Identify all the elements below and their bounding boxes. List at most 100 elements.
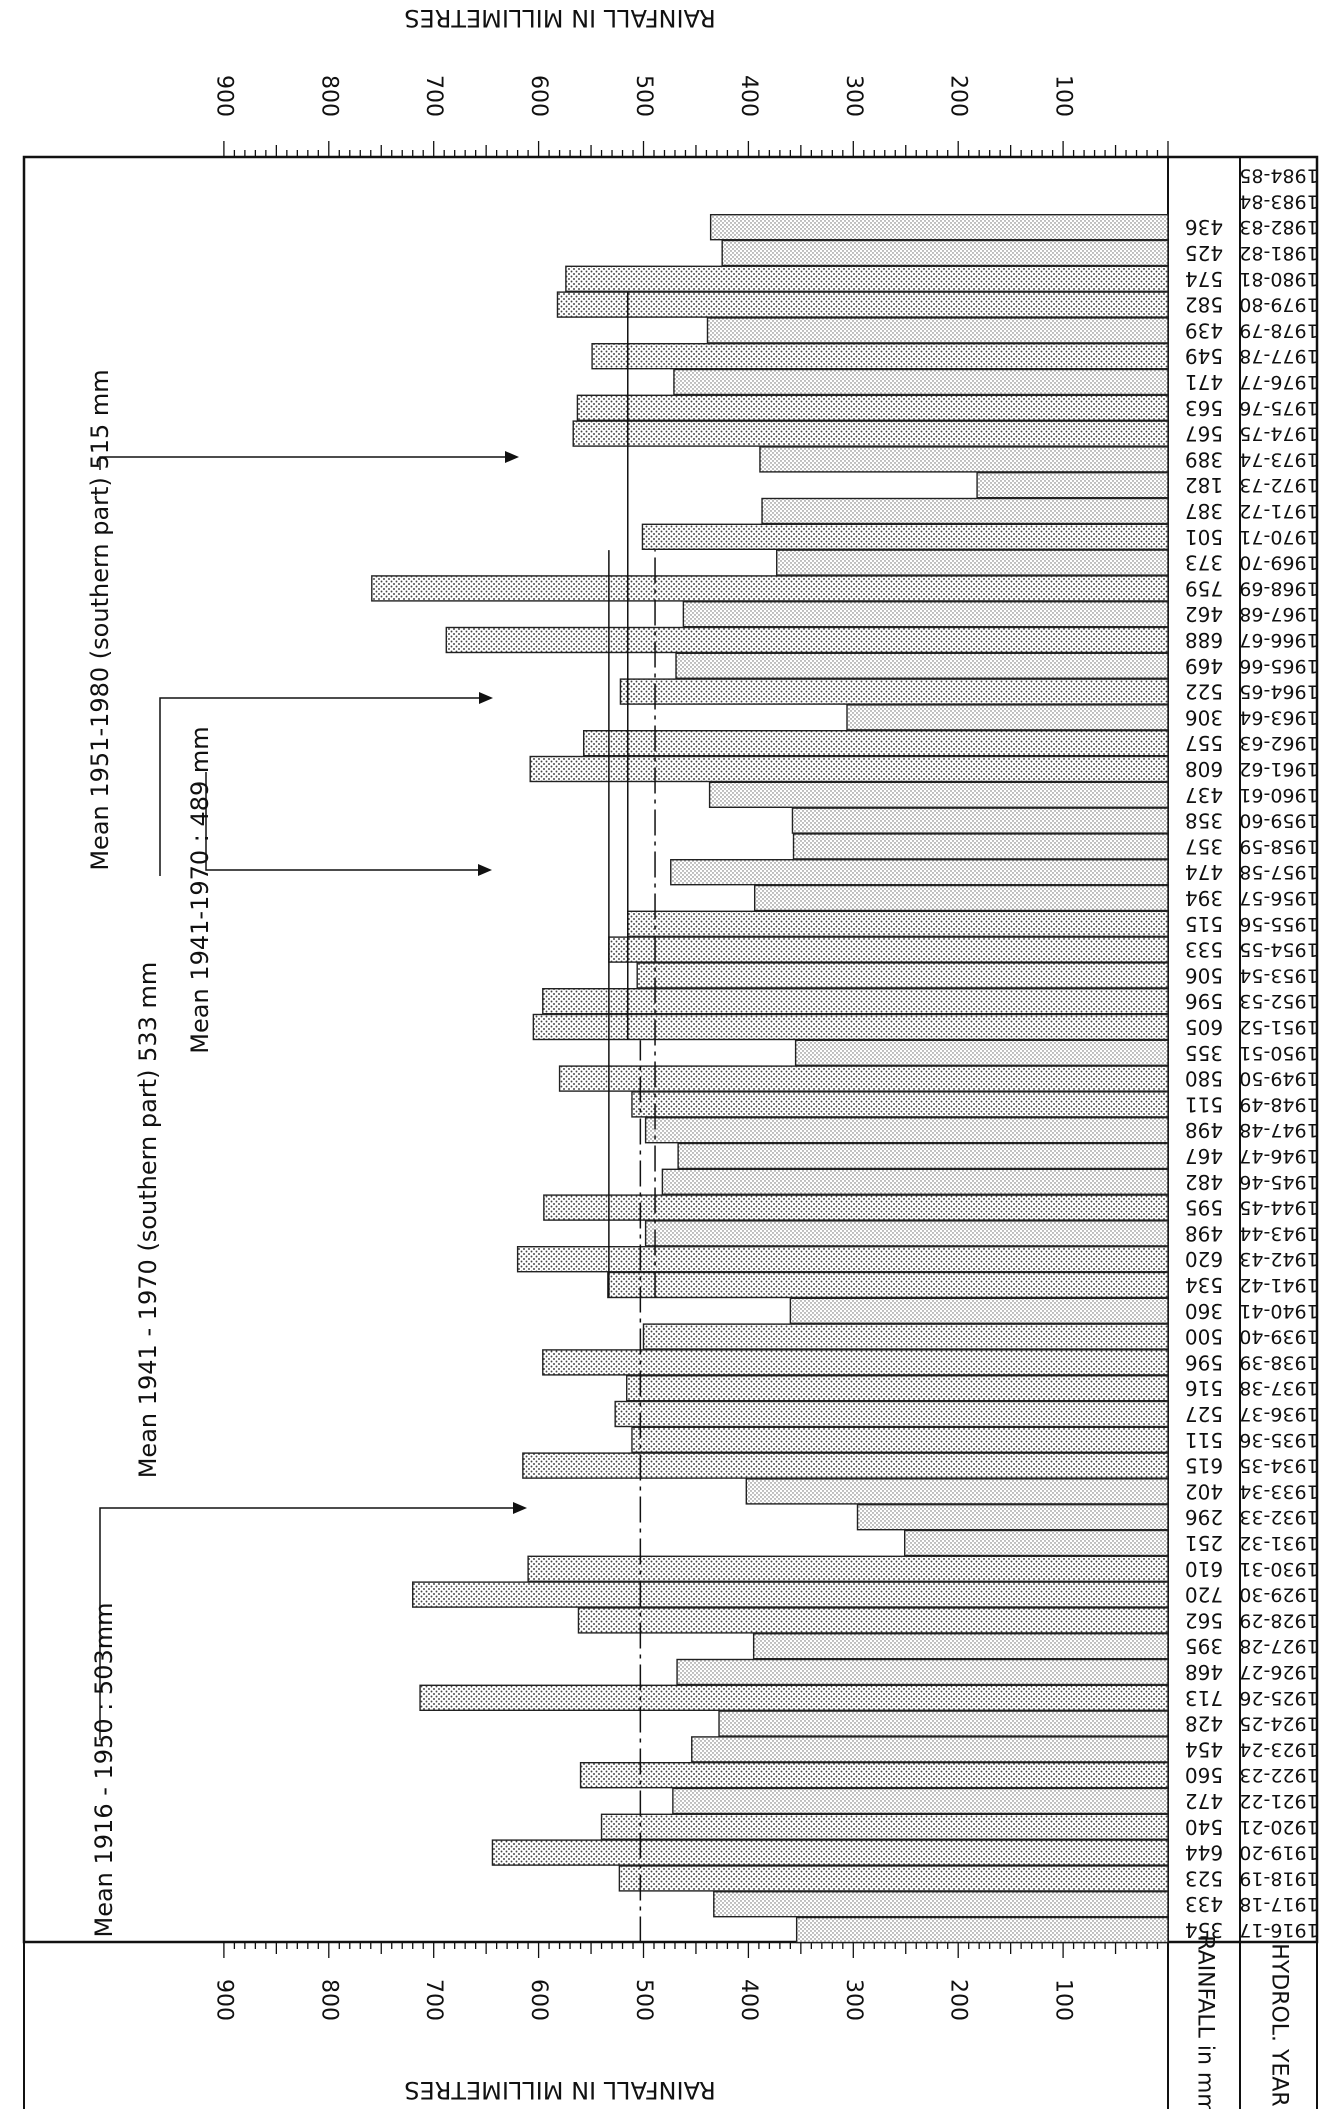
mean-leader-2: [205, 772, 484, 871]
bar-1977-78: [591, 343, 1169, 370]
bar-1943-44: [644, 1220, 1169, 1247]
value-label-1938-39: 596: [1185, 1350, 1223, 1374]
bar-1981-82: [721, 239, 1169, 267]
bar-1958-59: [792, 833, 1169, 860]
value-label-1921-22: 472: [1185, 1789, 1223, 1813]
year-label-1937-38: 1937-38: [1239, 1377, 1318, 1399]
bar-1965-66: [675, 652, 1169, 679]
tick-label-top: 700: [421, 75, 446, 117]
year-label-1962-63: 1962-63: [1239, 732, 1318, 754]
bar-1956-57: [753, 884, 1169, 912]
year-label-1948-49: 1948-49: [1239, 1093, 1318, 1115]
year-label-1974-75: 1974-75: [1239, 423, 1318, 445]
mean-label-0: Mean 1916 - 1950 : 503mm: [90, 1602, 118, 1937]
mean-leader-1: [159, 697, 484, 876]
bar-1971-72: [761, 497, 1169, 525]
bar-1964-65: [619, 678, 1169, 705]
bar-1938-39: [542, 1349, 1169, 1376]
mean-label-3: Mean 1951-1980 (southern part) 515 mm: [86, 369, 114, 870]
year-label-1921-22: 1921-22: [1239, 1790, 1318, 1812]
year-label-1953-54: 1953-54: [1239, 964, 1318, 986]
value-label-1975-76: 563: [1185, 396, 1223, 420]
value-label-1971-72: 387: [1185, 499, 1223, 523]
value-label-1976-77: 471: [1185, 370, 1223, 394]
bar-1982-83: [709, 213, 1169, 241]
bar-1968-69: [371, 575, 1169, 602]
year-label-1919-20: 1919-20: [1239, 1842, 1318, 1864]
year-label-1965-66: 1965-66: [1239, 655, 1318, 677]
value-label-1958-59: 357: [1185, 834, 1223, 858]
year-label-1923-24: 1923-24: [1239, 1738, 1318, 1760]
value-label-1959-60: 358: [1185, 809, 1223, 833]
tick-label-top: 500: [631, 75, 656, 117]
bar-1919-20: [491, 1839, 1169, 1866]
bar-1963-64: [846, 704, 1169, 731]
value-label-1930-31: 610: [1185, 1557, 1223, 1581]
year-label-1949-50: 1949-50: [1239, 1068, 1318, 1090]
bar-1917-18: [713, 1890, 1169, 1918]
bar-1960-61: [708, 781, 1169, 808]
bar-1953-54: [636, 962, 1169, 989]
tick-label-top: 300: [841, 75, 866, 117]
value-label-1964-65: 522: [1185, 680, 1223, 704]
bar-1929-30: [412, 1581, 1169, 1608]
year-label-1954-55: 1954-55: [1239, 939, 1318, 961]
year-label-1978-79: 1978-79: [1239, 319, 1318, 341]
year-label-1931-32: 1931-32: [1239, 1532, 1318, 1554]
year-label-1979-80: 1979-80: [1239, 294, 1318, 316]
tick-label-top: 200: [946, 75, 971, 117]
year-label-1943-44: 1943-44: [1239, 1222, 1318, 1244]
value-label-1916-17: 354: [1185, 1918, 1223, 1942]
value-label-1937-38: 516: [1185, 1376, 1223, 1400]
value-label-1979-80: 582: [1185, 293, 1223, 317]
tick-label-bottom: 700: [421, 1979, 446, 2021]
bar-1976-77: [673, 368, 1169, 396]
value-label-1960-61: 437: [1185, 783, 1223, 807]
bar-1924-25: [718, 1710, 1169, 1737]
value-label-1969-70: 373: [1185, 551, 1223, 575]
mean-arrowhead-0: [513, 1502, 527, 1514]
value-label-1924-25: 428: [1185, 1712, 1223, 1736]
year-label-1944-45: 1944-45: [1239, 1197, 1318, 1219]
year-label-1920-21: 1920-21: [1239, 1816, 1318, 1838]
year-label-1938-39: 1938-39: [1239, 1351, 1318, 1373]
bar-1959-60: [791, 807, 1169, 834]
value-label-1936-37: 527: [1185, 1402, 1223, 1426]
year-label-1933-34: 1933-34: [1239, 1480, 1318, 1502]
tick-label-top: 800: [316, 75, 341, 117]
value-label-1961-62: 608: [1185, 757, 1223, 781]
value-label-1920-21: 540: [1185, 1815, 1223, 1839]
bar-1980-81: [565, 265, 1169, 292]
bar-1944-45: [543, 1194, 1169, 1221]
mean-arrowhead-1: [479, 692, 493, 704]
value-label-1940-41: 360: [1185, 1299, 1223, 1323]
bar-1934-35: [522, 1452, 1169, 1479]
bar-1978-79: [706, 317, 1169, 344]
year-label-1957-58: 1957-58: [1239, 861, 1318, 883]
year-label-1958-59: 1958-59: [1239, 835, 1318, 857]
value-label-1935-36: 511: [1185, 1428, 1223, 1452]
x-axis-title-bottom: RAINFALL IN MILLIMETRES: [404, 2076, 715, 2104]
plot-frame: [22, 155, 1319, 1944]
year-label-1929-30: 1929-30: [1239, 1584, 1318, 1606]
value-label-1939-40: 500: [1185, 1325, 1223, 1349]
value-label-1951-52: 605: [1185, 1015, 1223, 1039]
value-label-1931-32: 251: [1185, 1531, 1223, 1555]
year-label-1984-85: 1984-85: [1239, 165, 1318, 187]
year-label-1917-18: 1917-18: [1239, 1893, 1318, 1915]
bar-1954-55: [608, 936, 1169, 963]
bar-1930-31: [527, 1555, 1169, 1583]
bar-1972-73: [976, 472, 1169, 499]
value-label-1926-27: 468: [1185, 1660, 1223, 1684]
header-year: HYDROL. YEAR: [1267, 1943, 1292, 2106]
year-label-1966-67: 1966-67: [1239, 629, 1318, 651]
bar-1927-28: [752, 1632, 1169, 1660]
tick-label-bottom: 300: [841, 1979, 866, 2021]
bar-1918-19: [618, 1865, 1169, 1892]
value-label-1973-74: 389: [1185, 447, 1223, 471]
year-label-1950-51: 1950-51: [1239, 1042, 1318, 1064]
year-label-1955-56: 1955-56: [1239, 913, 1318, 935]
tick-label-top: 400: [736, 75, 761, 117]
